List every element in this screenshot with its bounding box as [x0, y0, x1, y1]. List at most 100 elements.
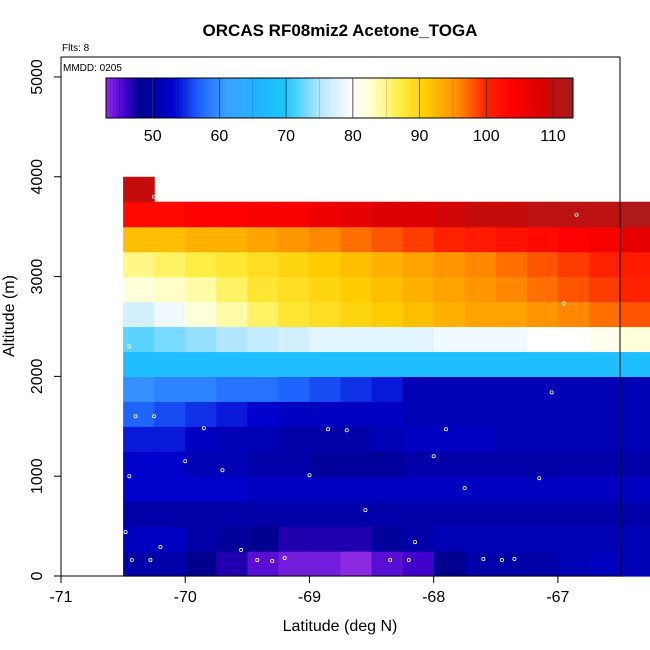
colorbar-segment [562, 78, 567, 118]
colorbar-segment [279, 78, 284, 118]
plot-frame [60, 56, 621, 577]
heatmap-cell [371, 551, 404, 577]
colorbar-segment [262, 78, 267, 118]
colorbar-segment [386, 78, 390, 118]
heatmap-cell [247, 351, 279, 377]
colorbar-segment [306, 78, 310, 118]
colorbar-segment [496, 78, 501, 118]
colorbar-segment [482, 78, 487, 118]
colorbar-segment [199, 78, 204, 118]
heatmap-cell [371, 501, 404, 527]
heatmap-cell [526, 326, 559, 353]
colorbar-segment [106, 78, 110, 118]
heatmap-cell [154, 226, 186, 253]
colorbar-segment [316, 78, 320, 118]
colorbar-tick-label: 60 [211, 128, 229, 145]
heatmap-cell [247, 426, 279, 452]
y-tick-label: 1000 [29, 458, 46, 494]
heatmap-cell [123, 401, 155, 427]
colorbar-segment [189, 78, 194, 118]
colorbar-segment [339, 78, 344, 118]
heatmap-cell [371, 326, 404, 353]
heatmap-cell [464, 376, 497, 402]
heatmap-cell [557, 251, 590, 278]
colorbar-segment [332, 78, 337, 118]
colorbar-segment [272, 78, 277, 118]
heatmap-cell [216, 551, 248, 577]
heatmap-cell [526, 476, 559, 502]
colorbar-segment [282, 78, 287, 118]
colorbar-segment [219, 78, 224, 118]
heatmap-cell [464, 426, 497, 452]
heatmap-cell [278, 326, 311, 353]
heatmap-cell [185, 401, 217, 427]
sample-point [549, 390, 554, 395]
colorbar-segment [366, 78, 370, 118]
heatmap-cell [278, 526, 311, 552]
colorbar-segment [242, 78, 247, 118]
colorbar-tick-label: 50 [144, 128, 162, 145]
heatmap-cell [278, 476, 311, 502]
heatmap-cell [247, 551, 279, 577]
heatmap-cell [433, 351, 466, 377]
heatmap-cell [340, 376, 373, 402]
heatmap-cell [402, 301, 435, 328]
x-tick-label: -69 [298, 589, 321, 606]
heatmap-cell [402, 326, 435, 353]
date-label: MMDD: 0205 [63, 63, 122, 74]
heatmap-cell [588, 276, 621, 303]
heatmap-cell [216, 301, 248, 328]
heatmap-cell [620, 376, 650, 402]
heatmap-cell [371, 201, 404, 228]
colorbar-segment [419, 78, 424, 118]
heatmap-cell [464, 401, 497, 427]
heatmap-cell [340, 401, 373, 427]
heatmap-cell [402, 526, 435, 552]
colorbar-frame [105, 77, 574, 119]
colorbar-segment [196, 78, 200, 118]
colorbar-segment [342, 78, 347, 118]
sample-point [239, 548, 244, 553]
heatmap-cell [123, 426, 155, 452]
y-tick-label: 0 [29, 571, 46, 580]
heatmap-cell [309, 426, 342, 452]
heatmap-cell [309, 251, 342, 278]
colorbar-segment [569, 78, 574, 118]
heatmap-cell [247, 226, 279, 253]
heatmap-cell [123, 176, 155, 203]
heatmap-cell [620, 251, 650, 278]
heatmap-cell [123, 251, 155, 278]
heatmap-cell [588, 451, 621, 477]
colorbar-segment [109, 78, 114, 118]
sample-point [406, 558, 411, 563]
heatmap-cell [340, 276, 373, 303]
heatmap-cell [216, 451, 248, 477]
colorbar-segment [476, 78, 480, 118]
colorbar-segment [559, 78, 564, 118]
heatmap-cell [402, 251, 435, 278]
colorbar-segment [426, 78, 430, 118]
heatmap-cell [620, 401, 650, 427]
colorbar-segment [489, 78, 494, 118]
colorbar-segment [552, 78, 557, 118]
heatmap-cell [433, 476, 466, 502]
heatmap-cell [620, 476, 650, 502]
y-axis-ticks: 0 1000 2000 3000 4000 5000 [29, 59, 61, 580]
sample-point [270, 559, 275, 564]
heatmap-cell [185, 426, 217, 452]
heatmap-cell [557, 526, 590, 552]
heatmap-cell [402, 426, 435, 452]
heatmap-cell [309, 476, 342, 502]
sample-point [574, 212, 579, 217]
heatmap-cell [402, 551, 435, 577]
colorbar-segment [266, 78, 270, 118]
heatmap-cell [154, 251, 186, 278]
heatmap-cell [402, 501, 435, 527]
heatmap-cell [433, 551, 466, 577]
heatmap-cell [526, 401, 559, 427]
sample-point [413, 540, 418, 545]
colorbar-segment [169, 78, 174, 118]
heatmap-cell [620, 326, 650, 353]
colorbar-segment [182, 78, 187, 118]
heatmap-cell [309, 201, 342, 228]
